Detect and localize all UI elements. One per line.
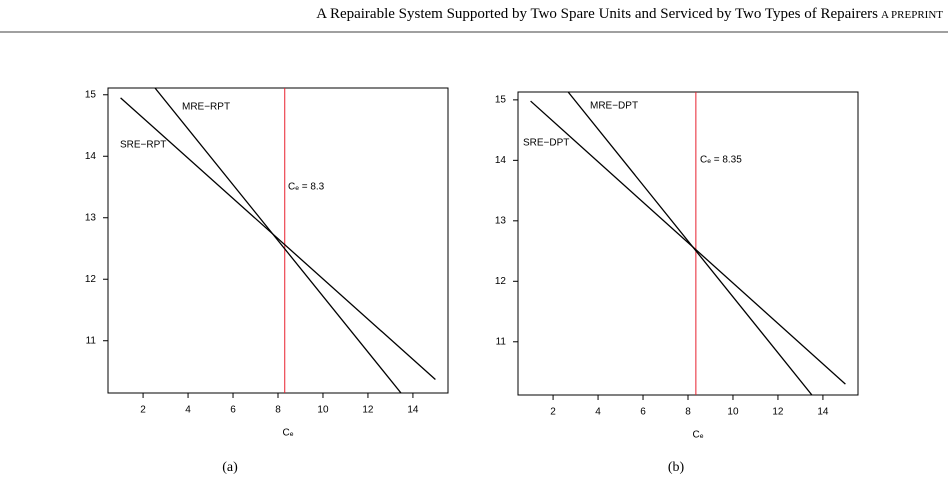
y-tick-label: 14 (495, 155, 507, 166)
y-tick-label: 12 (495, 276, 507, 287)
reference-label: Cₑ = 8.35 (700, 155, 742, 166)
y-tick-label: 13 (85, 212, 97, 223)
x-tick-label: 8 (275, 405, 281, 416)
y-tick-label: 11 (496, 336, 507, 347)
x-tick-label: 12 (772, 407, 784, 418)
line-label: MRE−DPT (590, 101, 638, 112)
data-line (567, 92, 813, 395)
line-label: MRE−RPT (182, 102, 230, 113)
y-tick-label: 12 (85, 274, 97, 285)
data-line (530, 100, 846, 385)
caption: (a) (222, 460, 238, 475)
y-tick-label: 13 (495, 215, 507, 226)
x-tick-label: 2 (550, 407, 556, 418)
header-tag: A PREPRINT (881, 9, 943, 21)
line-label: SRE−RPT (120, 140, 166, 151)
reference-label: Cₑ = 8.3 (288, 182, 325, 193)
y-tick-label: 15 (85, 89, 97, 100)
data-line (154, 88, 402, 393)
y-tick-label: 15 (495, 95, 507, 106)
x-tick-label: 4 (595, 407, 601, 418)
x-tick-label: 14 (407, 405, 419, 416)
line-label: SRE−DPT (523, 138, 569, 149)
x-tick-label: 10 (727, 407, 739, 418)
x-axis-label: Cₑ (693, 430, 704, 441)
header-title: A Repairable System Supported by Two Spa… (316, 6, 878, 22)
x-tick-label: 6 (640, 407, 646, 418)
x-tick-label: 12 (362, 405, 374, 416)
x-tick-label: 2 (140, 405, 146, 416)
x-tick-label: 8 (685, 407, 691, 418)
y-tick-label: 11 (86, 335, 97, 346)
running-header: A Repairable System Supported by Two Spa… (316, 6, 943, 22)
x-axis-label: Cₑ (283, 428, 294, 439)
y-tick-label: 14 (85, 151, 97, 162)
x-tick-label: 10 (317, 405, 329, 416)
x-tick-label: 6 (230, 405, 236, 416)
x-tick-label: 4 (185, 405, 191, 416)
x-tick-label: 14 (817, 407, 829, 418)
caption: (b) (668, 460, 685, 475)
data-line (120, 97, 436, 380)
